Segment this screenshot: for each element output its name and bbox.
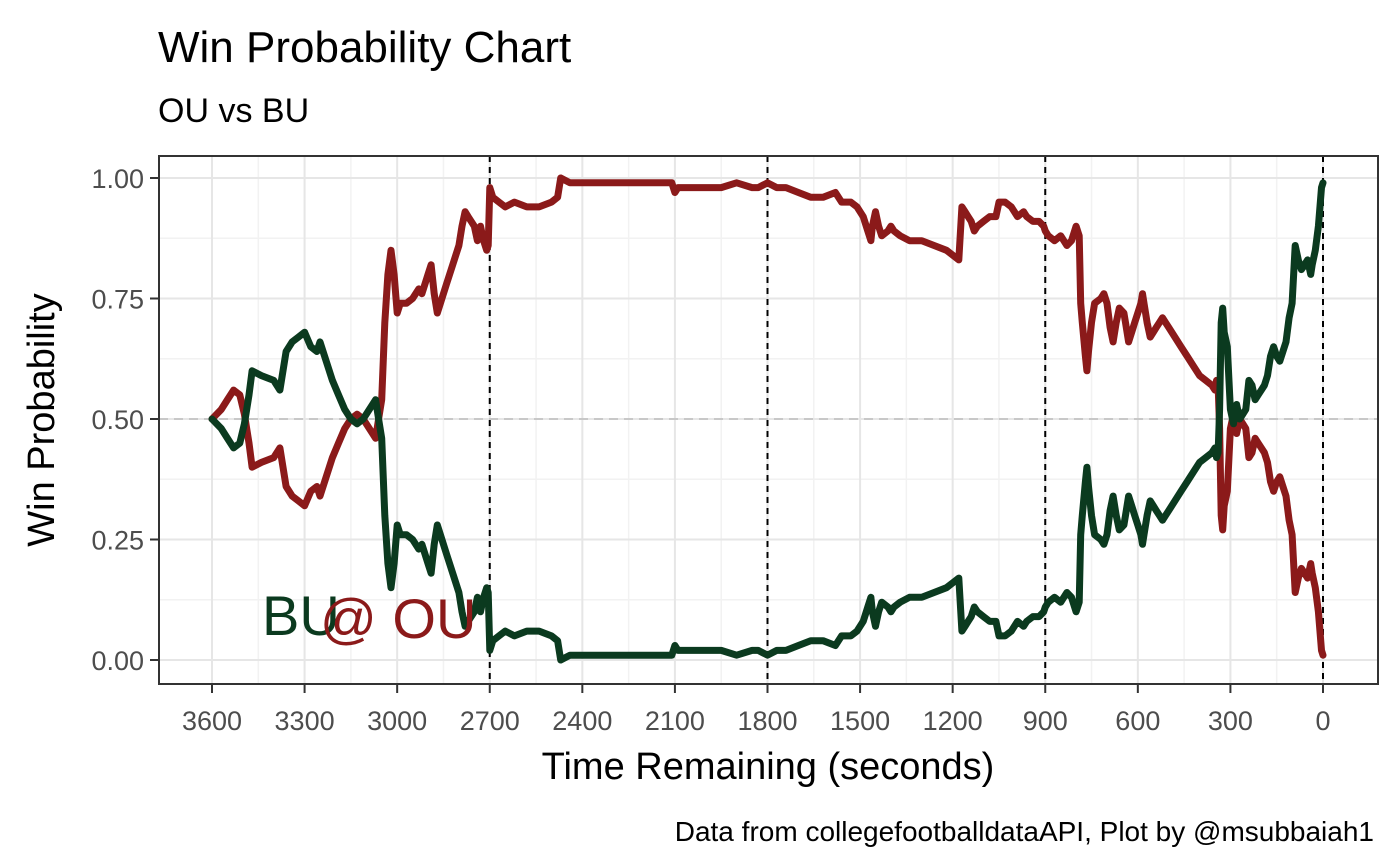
chart-subtitle: OU vs BU — [158, 92, 309, 130]
x-tick-label: 3000 — [367, 706, 427, 736]
y-tick-label: 0.00 — [91, 646, 144, 676]
chart-caption: Data from collegefootballdataAPI, Plot b… — [675, 816, 1374, 847]
y-tick-label: 0.50 — [91, 405, 144, 435]
x-tick-label: 3600 — [182, 706, 242, 736]
series-line-2 — [208, 179, 1327, 664]
series-layer — [208, 174, 1327, 664]
x-axis: 3600 3300 3000 2700 2400 2100 1800 1500 1200 900 6… — [182, 684, 1331, 736]
x-tick-label: 3300 — [275, 706, 335, 736]
x-tick-label: 1200 — [923, 706, 983, 736]
x-tick-label: 2400 — [552, 706, 612, 736]
y-axis-label: Win Probability — [21, 293, 63, 546]
x-tick-label: 1500 — [830, 706, 890, 736]
y-tick-label: 0.25 — [91, 526, 144, 556]
x-tick-label: 600 — [1115, 706, 1160, 736]
team-annotation: BU @ OU — [262, 584, 476, 650]
annotation-team-b: @ OU — [320, 587, 476, 650]
y-tick-label: 0.75 — [91, 285, 144, 315]
y-axis: 0.00 0.25 0.50 0.75 1.00 — [91, 164, 159, 676]
x-tick-label: 0 — [1315, 706, 1330, 736]
chart-title: Win Probability Chart — [158, 23, 571, 72]
x-tick-label: 900 — [1023, 706, 1068, 736]
x-axis-label: Time Remaining (seconds) — [542, 746, 995, 788]
x-tick-label: 1800 — [737, 706, 797, 736]
annotation-team-a: BU — [262, 584, 340, 647]
x-tick-label: 2100 — [645, 706, 705, 736]
y-tick-label: 1.00 — [91, 164, 144, 194]
x-tick-label: 300 — [1208, 706, 1253, 736]
x-tick-label: 2700 — [460, 706, 520, 736]
